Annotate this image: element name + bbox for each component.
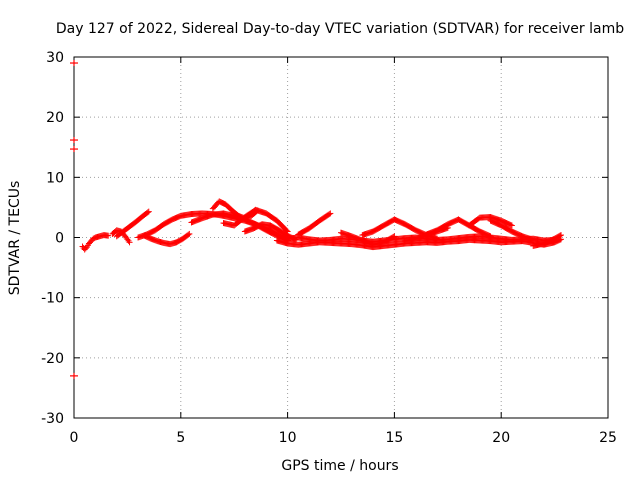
y-axis-label: SDTVAR / TECUs — [7, 181, 23, 296]
data-point — [487, 233, 494, 240]
outlier-point — [70, 137, 78, 144]
data-point — [558, 232, 565, 239]
data-point — [82, 245, 89, 252]
data-point — [326, 211, 333, 218]
x-axis-label: GPS time / hours — [281, 458, 398, 474]
axis-ticks: 0 5 10 15 20 25 -30 -20 -10 0 10 20 30 — [41, 50, 617, 446]
y-tick-label: 30 — [46, 50, 64, 66]
y-tick-label: -30 — [41, 411, 64, 427]
data-point — [556, 232, 563, 239]
x-tick-label: 10 — [279, 430, 297, 446]
x-tick-label: 15 — [385, 430, 403, 446]
y-tick-label: 20 — [46, 110, 64, 126]
data-point — [105, 232, 112, 239]
outlier-point — [70, 372, 78, 379]
y-tick-label: -10 — [41, 291, 64, 307]
y-tick-label: 10 — [46, 170, 64, 186]
data-point — [391, 233, 398, 240]
x-tick-label: 20 — [492, 430, 510, 446]
data-points — [70, 60, 565, 379]
data-point — [434, 235, 441, 242]
y-tick-label: -20 — [41, 351, 64, 367]
grid-lines — [74, 57, 608, 418]
data-point — [327, 210, 334, 217]
data-point — [508, 222, 515, 229]
data-point — [186, 230, 193, 237]
x-tick-label: 0 — [70, 430, 79, 446]
data-point — [185, 231, 192, 238]
outlier-point — [70, 60, 78, 67]
data-point — [390, 233, 397, 240]
data-point — [126, 239, 133, 246]
data-point — [145, 208, 152, 215]
y-tick-label: 0 — [55, 231, 64, 247]
outlier-point — [70, 146, 78, 153]
x-tick-label: 5 — [176, 430, 185, 446]
data-point — [144, 209, 151, 216]
x-tick-label: 25 — [599, 430, 617, 446]
chart-title: Day 127 of 2022, Sidereal Day-to-day VTE… — [56, 21, 624, 37]
data-point — [530, 236, 537, 243]
